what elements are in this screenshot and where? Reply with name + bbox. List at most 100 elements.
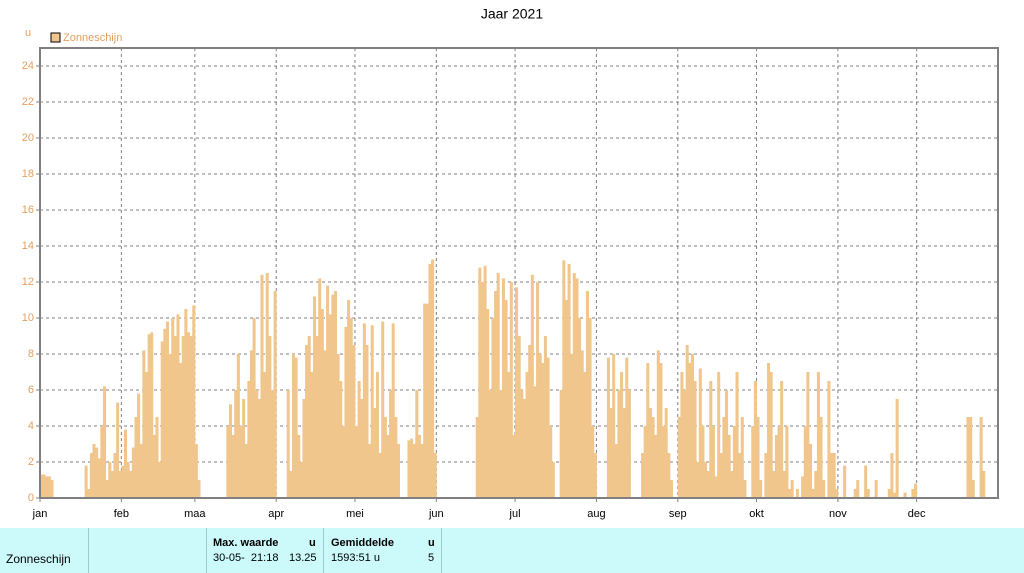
bar <box>706 471 710 498</box>
bar <box>307 336 311 498</box>
bar <box>326 285 330 498</box>
bar <box>302 399 306 498</box>
bar <box>753 381 757 498</box>
bar <box>100 426 104 498</box>
max-value: 13.25 <box>289 552 317 564</box>
bar <box>134 417 138 498</box>
bar <box>809 444 813 498</box>
bar <box>543 336 547 498</box>
bar <box>118 471 122 498</box>
bar <box>559 390 563 498</box>
bar <box>150 332 154 498</box>
bar <box>291 354 295 498</box>
row-label: Zonneschijn <box>6 552 71 566</box>
bar <box>832 453 836 498</box>
bar <box>123 429 128 498</box>
bar <box>769 372 773 498</box>
bar <box>580 350 584 498</box>
bar <box>756 417 760 498</box>
bar <box>357 381 361 498</box>
bar <box>843 465 847 498</box>
bar <box>530 274 534 498</box>
bar <box>121 465 125 498</box>
bar <box>764 453 768 498</box>
bar <box>381 321 385 498</box>
bar <box>759 480 763 498</box>
bar <box>239 426 243 498</box>
bar <box>197 480 201 498</box>
bar <box>622 408 626 498</box>
bar <box>318 278 322 498</box>
bar <box>914 483 918 498</box>
bar <box>407 440 411 498</box>
bar <box>874 480 878 498</box>
x-tick-label: feb <box>114 508 129 520</box>
bar <box>971 480 975 498</box>
bar <box>893 492 897 498</box>
column-unit: u <box>428 537 435 549</box>
y-tick-label: 20 <box>22 132 34 144</box>
bar <box>176 314 180 498</box>
bar <box>627 390 631 498</box>
bar <box>328 314 332 498</box>
y-tick-label: 16 <box>22 204 34 216</box>
bar <box>625 357 629 498</box>
bar <box>155 417 159 498</box>
bar <box>260 274 264 498</box>
bar <box>249 350 253 498</box>
bar <box>864 465 868 498</box>
bar <box>567 264 571 498</box>
bar <box>236 354 240 498</box>
bar <box>270 390 274 498</box>
bar <box>667 453 671 498</box>
bar <box>641 453 645 498</box>
bar <box>830 453 834 498</box>
bar <box>609 408 613 498</box>
bar <box>142 350 146 498</box>
bar <box>50 480 54 498</box>
bar <box>853 489 857 498</box>
bar <box>383 417 387 498</box>
bar <box>693 381 697 498</box>
bar <box>704 462 708 498</box>
bar <box>643 426 647 498</box>
avg-value: 1593:51 u <box>331 552 380 564</box>
bar <box>816 372 820 498</box>
bar <box>268 336 272 498</box>
divider <box>441 528 442 573</box>
bar <box>730 471 734 498</box>
bar <box>265 273 269 498</box>
column-title: Gemiddelde <box>331 537 394 549</box>
y-tick-label: 0 <box>28 492 34 504</box>
bar <box>116 402 120 498</box>
bar <box>415 390 419 498</box>
max-time: 30-05- 21:18 <box>213 552 279 564</box>
bar <box>360 399 364 498</box>
bar <box>102 386 107 498</box>
x-tick-label: nov <box>829 508 847 520</box>
bar <box>423 303 427 498</box>
bar <box>336 354 340 498</box>
bar <box>551 462 555 498</box>
bar <box>662 426 666 498</box>
bar <box>247 381 251 498</box>
x-tick-label: jul <box>509 508 521 520</box>
bar <box>811 489 815 498</box>
bar <box>501 278 505 498</box>
bar <box>688 363 692 498</box>
bar <box>294 357 298 498</box>
x-tick-label: apr <box>268 508 284 520</box>
bar <box>732 426 736 498</box>
bar <box>782 471 786 498</box>
bar <box>767 363 771 498</box>
bar <box>84 465 88 498</box>
bar <box>522 399 526 498</box>
bar <box>612 354 616 498</box>
bar <box>475 417 479 498</box>
bar <box>425 303 429 498</box>
chart: Jaar 2021 u Zonneschijn02468101214161820… <box>22 6 999 520</box>
bar <box>347 300 351 498</box>
bar <box>572 273 576 498</box>
bar <box>352 345 356 498</box>
